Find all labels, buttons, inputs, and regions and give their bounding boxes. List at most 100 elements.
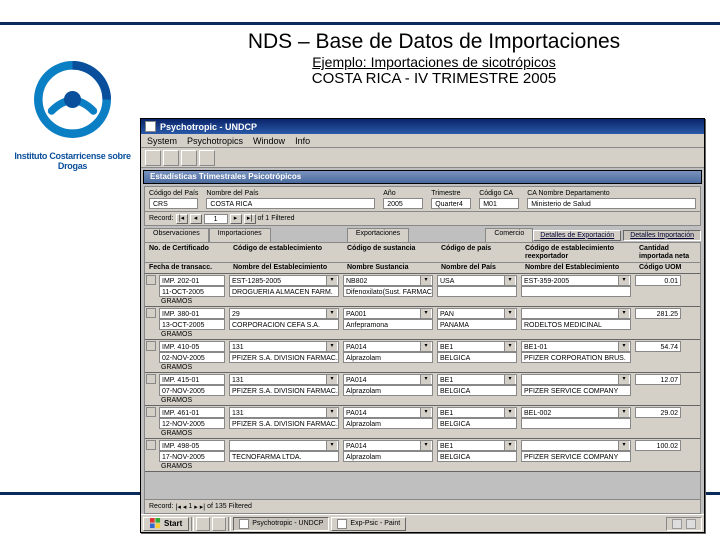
qty-cell[interactable]: 54.74 <box>635 341 681 352</box>
exp-code-cell[interactable] <box>521 440 631 451</box>
menu-psychotropics[interactable]: Psychotropics <box>187 136 243 146</box>
pais-code-cell[interactable]: PAN <box>437 308 517 319</box>
pais-name-cell[interactable]: BELGICA <box>437 352 517 363</box>
system-tray[interactable] <box>666 517 702 531</box>
est-name-cell[interactable]: PFIZER S.A. DIVISION FARMAC. <box>229 385 339 396</box>
qty-cell[interactable]: 0.01 <box>635 275 681 286</box>
qty-cell[interactable]: 100.02 <box>635 440 681 451</box>
nav-prev-button[interactable]: ◂ <box>190 214 202 224</box>
pais-name-cell[interactable]: BELGICA <box>437 451 517 462</box>
est-code-cell[interactable] <box>229 440 339 451</box>
subst-code-cell[interactable]: PA014 <box>343 374 433 385</box>
subst-name-cell[interactable]: Alprazolam <box>343 352 433 363</box>
est-code-cell[interactable]: 29 <box>229 308 339 319</box>
date-cell[interactable]: 07-NOV-2005 <box>159 385 225 396</box>
tab-comercio[interactable]: Comercio <box>485 228 533 242</box>
pais-code-cell[interactable]: BE1 <box>437 440 517 451</box>
subst-code-cell[interactable]: PA014 <box>343 407 433 418</box>
exp-name-cell[interactable] <box>521 286 631 297</box>
date-cell[interactable]: 13-OCT-2005 <box>159 319 225 330</box>
trimestre-input[interactable]: Quarter4 <box>431 198 471 209</box>
pais-name-cell[interactable]: BELGICA <box>437 418 517 429</box>
exp-name-cell[interactable]: RODELTOS MEDICINAL <box>521 319 631 330</box>
quick-launch-button[interactable] <box>212 517 226 531</box>
cert-cell[interactable]: IMP. 498-05 <box>159 440 225 451</box>
menu-system[interactable]: System <box>147 136 177 146</box>
row-selector[interactable] <box>146 275 156 285</box>
subst-code-cell[interactable]: PA001 <box>343 308 433 319</box>
nombre-pais-input[interactable]: COSTA RICA <box>206 198 375 209</box>
quick-launch-button[interactable] <box>196 517 210 531</box>
est-code-cell[interactable]: 131 <box>229 341 339 352</box>
window-titlebar[interactable]: Psychotropic - UNDCP <box>141 119 704 134</box>
tab-importaciones[interactable]: Importaciones <box>209 228 271 242</box>
table-row[interactable]: IMP. 461-01131PA014BE1BEL-00229.0212-NOV… <box>145 406 700 439</box>
est-name-cell[interactable]: DROGUERIA ALMACEN FARM. <box>229 286 339 297</box>
exp-code-cell[interactable] <box>521 308 631 319</box>
pais-name-cell[interactable] <box>437 286 517 297</box>
nav-last-button[interactable]: ▸| <box>244 214 256 224</box>
subst-name-cell[interactable]: Anfepramona <box>343 319 433 330</box>
pais-code-cell[interactable]: BE1 <box>437 341 517 352</box>
date-cell[interactable]: 12-NOV-2005 <box>159 418 225 429</box>
toolbar-button[interactable] <box>199 150 215 166</box>
pais-name-cell[interactable]: PANAMA <box>437 319 517 330</box>
toolbar-button[interactable] <box>145 150 161 166</box>
cert-cell[interactable]: IMP. 380-01 <box>159 308 225 319</box>
nav-last-button[interactable]: ▸| <box>200 503 205 511</box>
ca-nombre-input[interactable]: Ministerio de Salud <box>527 198 696 209</box>
taskbar-item[interactable]: Exp-Psic - Paint <box>331 517 406 531</box>
date-cell[interactable]: 11-OCT-2005 <box>159 286 225 297</box>
qty-cell[interactable]: 12.07 <box>635 374 681 385</box>
exp-name-cell[interactable]: PFIZER SERVICE COMPANY <box>521 451 631 462</box>
table-row[interactable]: IMP. 415-01131PA014BE112.0707-NOV-2005PF… <box>145 373 700 406</box>
cert-cell[interactable]: IMP. 410-05 <box>159 341 225 352</box>
tab-observaciones[interactable]: Observaciones <box>144 228 209 242</box>
pais-name-cell[interactable]: BELGICA <box>437 385 517 396</box>
subst-name-cell[interactable]: Alprazolam <box>343 418 433 429</box>
anio-input[interactable]: 2005 <box>383 198 423 209</box>
subst-name-cell[interactable]: Alprazolam <box>343 451 433 462</box>
detalles-exportacion-button[interactable]: Detalles de Exportación <box>533 230 621 241</box>
est-code-cell[interactable]: 131 <box>229 407 339 418</box>
nav-prev-button[interactable]: ◂ <box>183 503 187 511</box>
row-selector[interactable] <box>146 308 156 318</box>
menu-window[interactable]: Window <box>253 136 285 146</box>
table-row[interactable]: IMP. 202-01EST-1285-2005NB802USAEST-359-… <box>145 274 700 307</box>
subst-code-cell[interactable]: PA014 <box>343 341 433 352</box>
exp-name-cell[interactable]: PFIZER CORPORATION BRUS. <box>521 352 631 363</box>
est-code-cell[interactable]: EST-1285-2005 <box>229 275 339 286</box>
exp-code-cell[interactable]: BEL-002 <box>521 407 631 418</box>
records-grid[interactable]: IMP. 202-01EST-1285-2005NB802USAEST-359-… <box>144 274 701 500</box>
subst-code-cell[interactable]: NB802 <box>343 275 433 286</box>
subst-code-cell[interactable]: PA014 <box>343 440 433 451</box>
cert-cell[interactable]: IMP. 461-01 <box>159 407 225 418</box>
est-name-cell[interactable]: PFIZER S.A. DIVISION FARMAC. <box>229 418 339 429</box>
record-current[interactable]: 1 <box>204 214 228 224</box>
date-cell[interactable]: 17-NOV-2005 <box>159 451 225 462</box>
pais-code-cell[interactable]: USA <box>437 275 517 286</box>
subst-name-cell[interactable]: Alprazolam <box>343 385 433 396</box>
tab-exportaciones[interactable]: Exportaciones <box>347 228 409 242</box>
codigo-ca-input[interactable]: M01 <box>479 198 519 209</box>
cert-cell[interactable]: IMP. 202-01 <box>159 275 225 286</box>
tray-icon[interactable] <box>686 519 696 529</box>
subst-name-cell[interactable]: Difenoxilato(Sust. FARMAC) <box>343 286 433 297</box>
est-name-cell[interactable]: PFIZER S.A. DIVISION FARMAC. <box>229 352 339 363</box>
est-name-cell[interactable]: CORPORACION CEFA S.A. <box>229 319 339 330</box>
record-current[interactable]: 1 <box>188 503 192 510</box>
toolbar-button[interactable] <box>163 150 179 166</box>
pais-code-cell[interactable]: BE1 <box>437 407 517 418</box>
row-selector[interactable] <box>146 341 156 351</box>
table-row[interactable]: IMP. 410-05 131 PA014 BE1 BE1-01 54.74 02-NOV-… <box>145 340 700 373</box>
row-selector[interactable] <box>146 440 156 450</box>
exp-name-cell[interactable] <box>521 418 631 429</box>
row-selector[interactable] <box>146 374 156 384</box>
table-row[interactable]: IMP. 380-0129PA001PAN281.2513-OCT-2005CO… <box>145 307 700 340</box>
exp-name-cell[interactable]: PFIZER SERVICE COMPANY <box>521 385 631 396</box>
date-cell[interactable]: 02-NOV-2005 <box>159 352 225 363</box>
exp-code-cell[interactable]: BE1-01 <box>521 341 631 352</box>
detalles-importacion-button[interactable]: Detalles Importación <box>623 230 701 241</box>
toolbar-button[interactable] <box>181 150 197 166</box>
est-name-cell[interactable]: TECNOFARMA LTDA. <box>229 451 339 462</box>
